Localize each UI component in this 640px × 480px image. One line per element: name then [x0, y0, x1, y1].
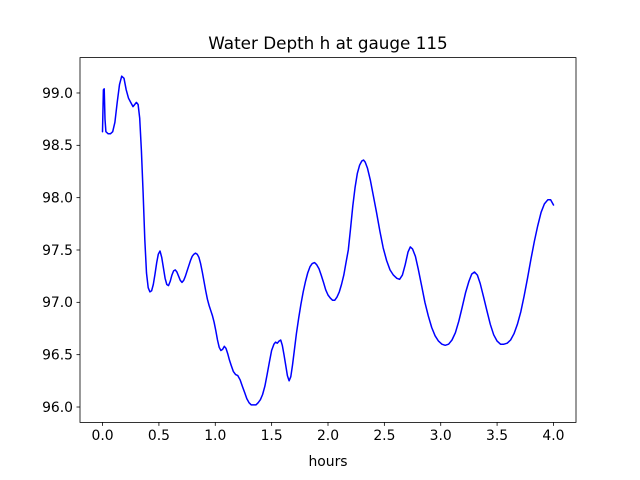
y-tick-label: 97.5 [42, 243, 73, 259]
x-tick-label: 2.5 [373, 428, 395, 444]
x-axis-label: hours [308, 454, 347, 470]
x-tick-label: 0.0 [91, 428, 113, 444]
x-tick-label: 4.0 [542, 428, 564, 444]
x-tick-label: 2.0 [317, 428, 339, 444]
x-tick-label: 1.0 [204, 428, 226, 444]
x-tick-label: 0.5 [148, 428, 170, 444]
y-tick-label: 98.5 [42, 138, 73, 154]
y-tick-label: 97.0 [42, 295, 73, 311]
chart-title: Water Depth h at gauge 115 [208, 33, 447, 53]
plot-area: 0.0 0.5 1.0 1.5 2.0 2.5 3.0 3.5 4.0 96.0 96.5 97.0 9… [42, 57, 577, 444]
x-tick-label: 1.5 [261, 428, 283, 444]
plot-line [101, 75, 555, 406]
x-tick-label: 3.0 [430, 428, 452, 444]
y-tick-label: 98.0 [42, 190, 73, 206]
y-tick-label: 96.0 [42, 400, 73, 416]
x-tick-label: 3.5 [486, 428, 508, 444]
y-tick-label: 99.0 [42, 86, 73, 102]
plot-frame [79, 57, 577, 423]
y-tick-label: 96.5 [42, 347, 73, 363]
